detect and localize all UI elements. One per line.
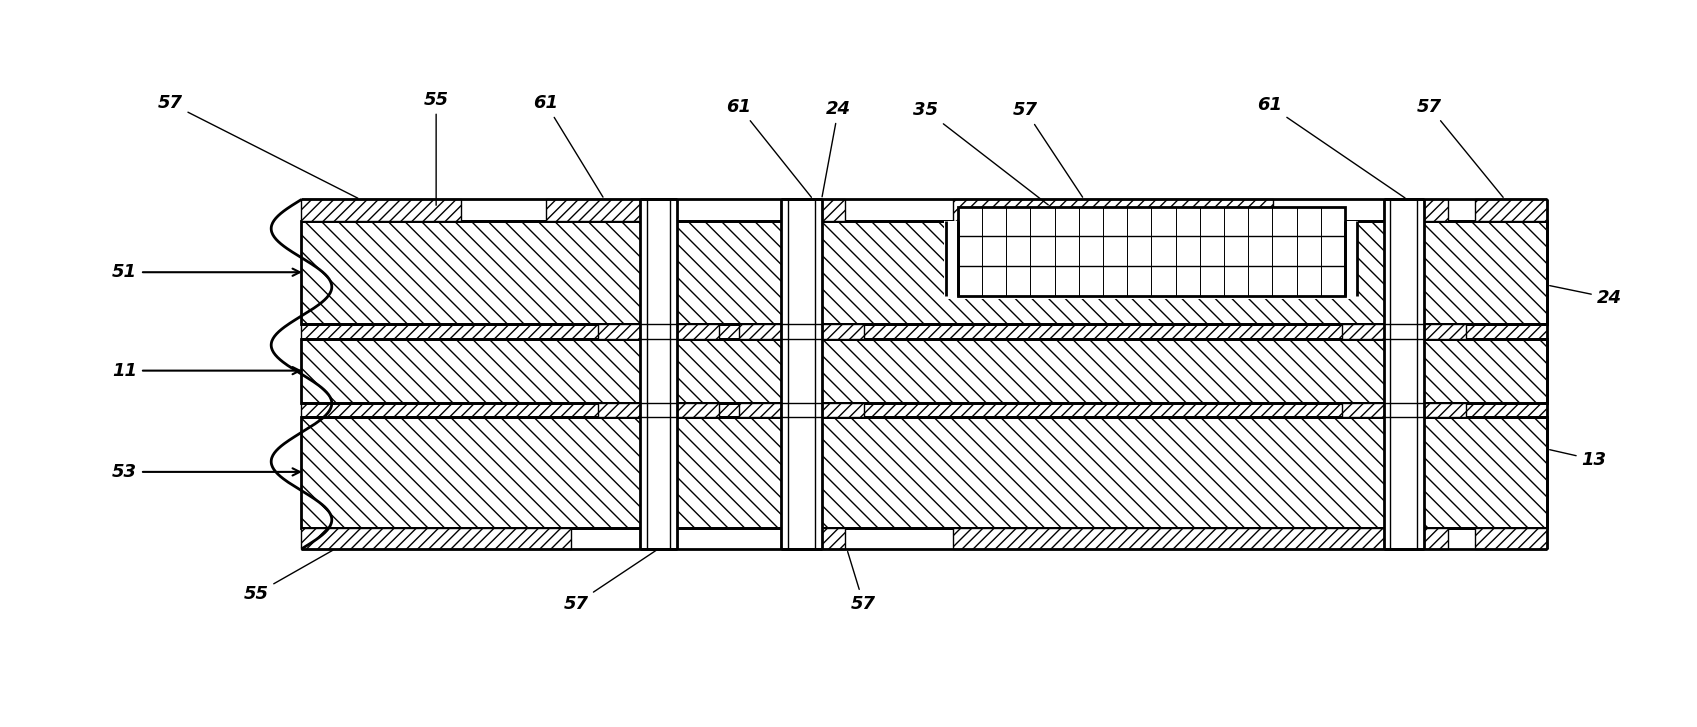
Bar [740,324,781,339]
Bar [545,199,660,221]
Bar [821,324,864,339]
Text: 55: 55 [244,550,333,603]
Bar [1383,199,1448,221]
Bar [302,324,1548,339]
Text: 57: 57 [847,552,876,613]
Bar [302,199,462,221]
Bar [1424,403,1466,417]
Bar [1383,528,1448,549]
Bar [781,199,845,221]
Text: 13: 13 [1549,450,1607,469]
Bar [1342,403,1383,417]
Bar [952,199,1273,221]
Bar [677,403,720,417]
Bar [1475,528,1548,549]
Bar [1424,324,1466,339]
Text: 57: 57 [563,550,657,613]
Bar [302,403,1548,417]
Bar [597,324,640,339]
Bar [781,528,845,549]
Bar [302,221,1548,324]
Text: 24: 24 [821,100,850,197]
Text: 51: 51 [112,263,300,281]
Bar [1383,199,1424,549]
Text: 61: 61 [1257,97,1405,198]
Bar [740,403,781,417]
Text: 61: 61 [533,95,602,197]
Bar [302,339,1548,403]
Bar [302,528,570,549]
Bar [952,528,1414,549]
Bar [781,199,821,549]
Bar [597,403,640,417]
Text: 35: 35 [913,101,1049,205]
Bar [302,417,1548,528]
Text: 57: 57 [1417,97,1504,197]
Text: 11: 11 [112,361,300,379]
Bar [957,206,1346,296]
Text: 57: 57 [158,95,358,198]
Text: 57: 57 [1013,101,1083,197]
Text: 61: 61 [726,97,811,197]
Text: 53: 53 [112,463,300,481]
Bar [677,324,720,339]
Bar [640,528,677,549]
Bar [1475,199,1548,221]
Bar [1342,324,1383,339]
Bar [821,403,864,417]
Bar [945,221,1359,300]
Text: 24: 24 [1549,286,1622,307]
Text: 55: 55 [424,91,448,205]
Bar [640,199,677,549]
